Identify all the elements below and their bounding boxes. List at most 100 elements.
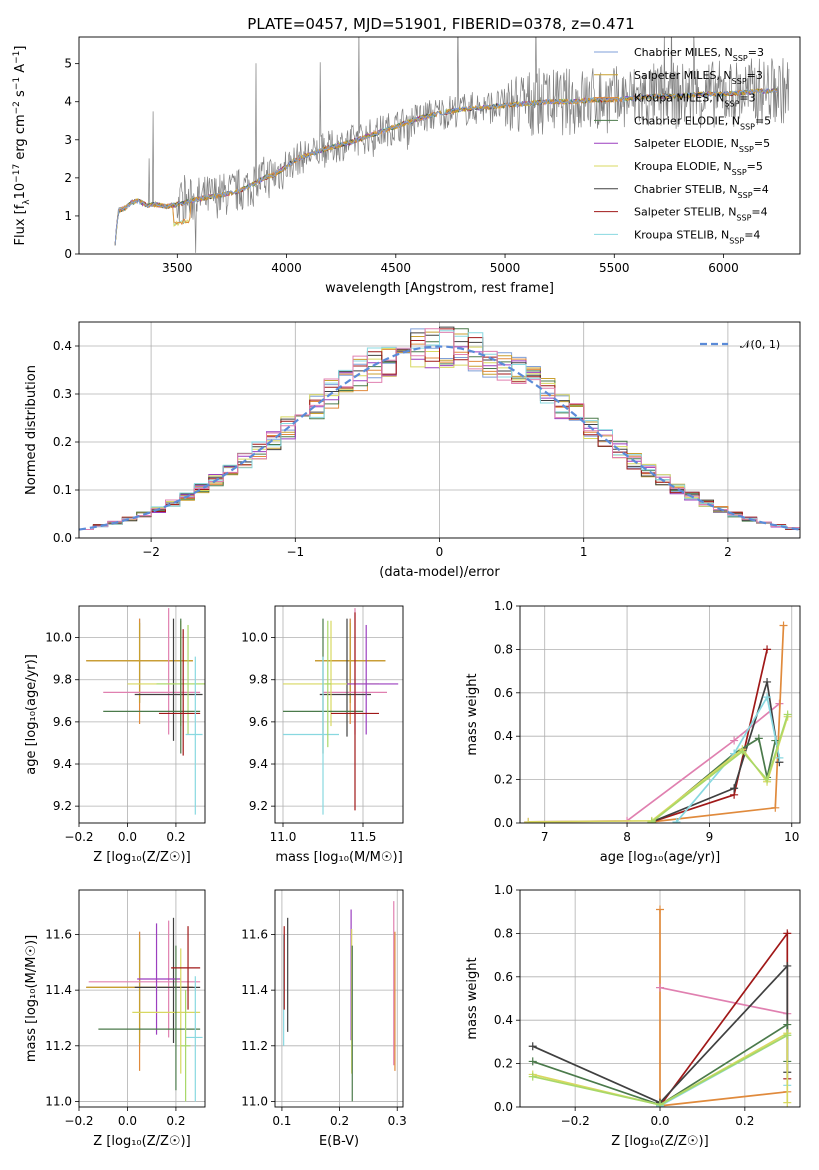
x-tick-label: 0: [436, 545, 444, 559]
y-tick-label: 10.0: [45, 631, 72, 645]
x-tick-label: 11.0: [270, 830, 297, 844]
y-tick-label: 11.2: [241, 1039, 268, 1053]
legend-item: Chabrier STELIB, NSSP=4: [594, 183, 769, 199]
legend-label: Kroupa ELODIE, NSSP=5: [634, 160, 763, 177]
x-tick-label: −2: [142, 545, 160, 559]
legend-label: Salpeter MILES, NSSP=3: [634, 69, 763, 86]
x-tick-label: 4500: [381, 261, 412, 275]
y-axis-label-part: s: [13, 90, 28, 101]
legend-label-sub: SSP: [733, 54, 748, 63]
legend-label: 𝒩(0, 1): [740, 338, 780, 351]
x-tick-label: −0.2: [64, 1114, 93, 1128]
legend-label-sub: SSP: [732, 76, 747, 85]
y-tick-label: 0.3: [53, 387, 72, 401]
legend-label: Chabrier ELODIE, NSSP=5: [634, 114, 771, 130]
x-axis-label: Z [log₁₀(Z/Z☉)]: [611, 1134, 708, 1149]
plot-area-z_mass: [79, 890, 205, 1107]
legend-label-sub: SSP: [736, 213, 751, 222]
y-tick-label: 10.0: [241, 631, 268, 645]
plot-mass_age: 11.0 11.5 9.2 9.4 9.6 9.8 10.0 mass [log₁₀(M/M☉…: [241, 605, 404, 865]
y-tick-label: 1: [64, 209, 72, 223]
weight-marker: [763, 677, 772, 686]
y-axis-label-part: Flux [f: [13, 204, 28, 245]
axes-frame: [519, 889, 801, 1108]
y-axis-label: Normed distribution: [24, 365, 39, 495]
x-tick-label: 2: [724, 545, 732, 559]
legend-label-suffix: =3: [748, 46, 764, 59]
weight-marker: [730, 736, 739, 745]
legend-label-sub: SSP: [724, 99, 739, 108]
weight-marker: [763, 645, 772, 654]
x-axis-label: mass [log₁₀(M/M☉)]: [275, 850, 402, 865]
y-tick-label: 11.0: [45, 1094, 72, 1108]
axes-frame: [519, 605, 801, 824]
legend-label-suffix: =5: [755, 114, 771, 127]
errorbar-point: [324, 620, 331, 748]
legend-label-sub: SSP: [729, 236, 744, 245]
x-tick-label: 0.0: [650, 1114, 669, 1128]
errorbar-point: [132, 948, 201, 1074]
y-tick-label: 0.0: [494, 816, 513, 830]
y-tick-label: 0.6: [494, 970, 513, 984]
plot-residuals: −2 −1 0 1 2 0.0 0.1 0.2 0.3 0.4 (data-model)/error…: [24, 321, 801, 580]
legend-item: 𝒩(0, 1): [700, 338, 780, 351]
weight-marker: [775, 753, 784, 762]
plot-area-ebv_mass: [275, 890, 403, 1107]
x-axis-label: Z [log₁₀(Z/Z☉)]: [93, 1134, 190, 1149]
y-tick-label: 1.0: [494, 883, 513, 897]
y-tick-label: 9.8: [249, 673, 268, 687]
x-axis-label: Z [log₁₀(Z/Z☉)]: [93, 850, 190, 865]
y-tick-label: 11.4: [45, 983, 72, 997]
x-tick-label: 0.3: [388, 1114, 407, 1128]
y-tick-label: 9.6: [249, 715, 268, 729]
errorbar-point: [134, 917, 201, 1044]
weight-marker: [528, 1057, 537, 1066]
x-tick-label: 0.2: [166, 1114, 185, 1128]
y-tick-label: 0.0: [53, 531, 72, 545]
y-tick-label: 9.2: [53, 799, 72, 813]
weight-marker: [763, 693, 772, 702]
plot-area-age_weight: [520, 606, 800, 823]
plot-z_age: −0.2 0.0 0.2 9.2 9.4 9.6 9.8 10.0 Z [log₁₀(Z/Z☉)…: [24, 605, 206, 865]
legend-label-sub: SSP: [738, 190, 753, 199]
legend-label-main: Salpeter STELIB, N: [634, 206, 736, 219]
plot-age_weight: 7 8 9 10 0.0 0.2 0.4 0.6 0.8 1.0 age [log₁₀(age/yr…: [465, 599, 801, 865]
y-tick-label: 0.2: [53, 435, 72, 449]
errorbar-point: [315, 622, 386, 703]
legend-item: Salpeter MILES, NSSP=3: [594, 69, 763, 86]
weight-marker: [783, 1098, 792, 1107]
errorbar-point: [283, 656, 339, 815]
weight-line: [532, 963, 789, 1104]
errorbar-point: [86, 622, 193, 703]
legend-item: Kroupa ELODIE, NSSP=5: [594, 160, 763, 177]
weight-marker: [779, 621, 788, 630]
x-axis-label: wavelength [Angstrom, rest frame]: [325, 281, 554, 296]
legend-label-sub: SSP: [740, 122, 755, 131]
legend-label-main: Chabrier MILES, N: [634, 46, 733, 59]
weight-marker: [647, 817, 656, 823]
normal-curve: [79, 345, 800, 531]
axes-frame: [274, 605, 404, 824]
weight-marker: [783, 1031, 792, 1040]
legend-label-suffix: =3: [739, 92, 755, 105]
x-tick-label: 0.1: [272, 1114, 291, 1128]
errorbar-point: [98, 945, 201, 1091]
y-tick-label: 11.6: [45, 928, 72, 942]
legend-label-main: Kroupa ELODIE, N: [634, 160, 732, 173]
errorbar-point: [171, 926, 201, 1010]
y-axis-label-part: ]: [13, 46, 28, 51]
weight-marker: [783, 1020, 792, 1029]
errorbar-point: [158, 629, 201, 756]
y-tick-label: 0.6: [494, 686, 513, 700]
weight-marker: [783, 961, 792, 970]
weight-line: [651, 681, 781, 823]
x-tick-label: 0.2: [330, 1114, 349, 1128]
y-tick-label: 9.4: [53, 757, 72, 771]
weight-marker: [656, 1100, 664, 1107]
errorbar-point: [185, 656, 203, 815]
weight-marker: [730, 784, 739, 793]
y-tick-label: 11.0: [241, 1094, 268, 1108]
legend-item: Salpeter ELODIE, NSSP=5: [594, 137, 770, 154]
x-tick-label: −1: [286, 545, 304, 559]
